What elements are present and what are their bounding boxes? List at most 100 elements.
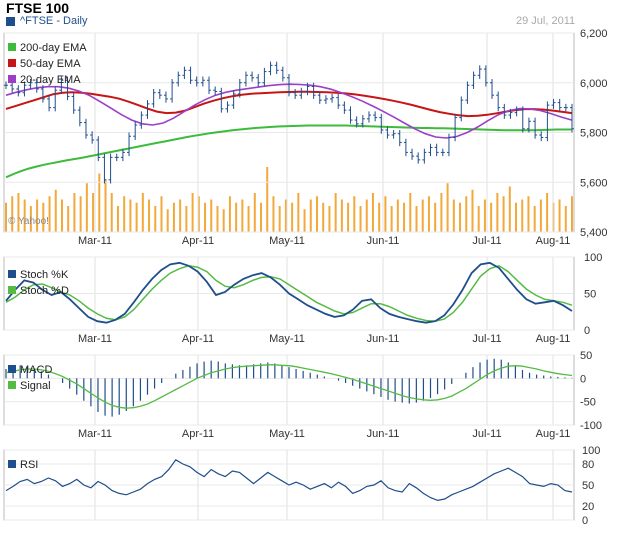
volume-bar (452, 199, 455, 232)
volume-bar (278, 206, 281, 232)
volume-bar (365, 199, 368, 232)
volume-bar (434, 202, 437, 232)
volume-bar (216, 206, 219, 232)
volume-bar (471, 189, 474, 232)
ema200-swatch (8, 43, 16, 51)
axis-labels: Mar-11 Apr-11 May-11 Jun-11 Jul-11 Aug-11 Mar-… (8, 28, 608, 527)
volume-bar (166, 209, 169, 232)
volume-bar (415, 206, 418, 232)
volume-bar (477, 206, 480, 232)
volume-bar (73, 193, 76, 232)
volume-bar (564, 206, 567, 232)
volume-bar (29, 206, 32, 232)
volume-bar (315, 196, 318, 232)
volume-bar (266, 167, 269, 232)
ticker-legend-swatch (6, 17, 15, 26)
volume-bar (515, 202, 518, 232)
volume-bar (260, 202, 263, 232)
stoch-d-swatch (8, 286, 16, 294)
volume-bar (141, 193, 144, 232)
volume-bar (185, 206, 188, 232)
volume-bar (148, 199, 151, 232)
volume-bar (527, 196, 530, 232)
month-tick-label: Aug-11 (536, 235, 571, 247)
macd-y-tick-label: 0 (580, 373, 586, 385)
volume-bar (36, 199, 39, 232)
volume-bar (571, 196, 573, 232)
month-tick-label: Apr-11 (182, 333, 214, 345)
volume-bar (204, 202, 207, 232)
volume-bar (247, 206, 250, 232)
volume-bar (253, 193, 256, 232)
price-y-tick-label: 6,200 (580, 28, 608, 40)
volume-bar (309, 199, 312, 232)
volume-bar (465, 196, 468, 232)
volume-bar (502, 196, 505, 232)
volume-bar (490, 202, 493, 232)
volume-bar (378, 202, 381, 232)
month-tick-label: Mar-11 (78, 333, 112, 345)
volume-bar (17, 193, 20, 232)
volume-bar (135, 202, 138, 232)
volume-bar (384, 196, 387, 232)
rsi-y-tick-label: 80 (582, 459, 594, 471)
rsi-y-tick-label: 50 (582, 480, 594, 492)
ema50-legend-label: 50-day EMA (20, 58, 81, 70)
volume-bar (334, 193, 337, 232)
chart-date: 29 Jul, 2011 (516, 15, 576, 27)
stoch-d-legend-label: Stoch %D (20, 285, 69, 297)
ticker-label: ^FTSE - Daily (20, 15, 88, 27)
macd-swatch (8, 365, 16, 373)
volume-bar (116, 206, 119, 232)
month-tick-label: Jul-11 (472, 333, 501, 345)
rsi-line (5, 459, 573, 502)
volume-bar (371, 193, 374, 232)
volume-bar (496, 193, 499, 232)
month-tick-label: Jul-11 (472, 428, 501, 440)
volume-bar (104, 180, 107, 232)
month-tick-label: Jul-11 (472, 235, 501, 247)
price-bars (4, 61, 574, 184)
volume-bar (483, 199, 486, 232)
volume-bar (446, 183, 449, 232)
month-tick-label: Jun-11 (367, 235, 400, 247)
volume-bar (79, 196, 82, 232)
stoch-k-legend-label: Stoch %K (20, 269, 69, 281)
stoch-y-tick-label: 50 (584, 289, 596, 301)
rsi-y-tick-label: 100 (582, 445, 600, 457)
volume-bar (160, 196, 163, 232)
volume-bar (241, 199, 244, 232)
volume-bar (459, 202, 462, 232)
volume-bar (60, 199, 63, 232)
volume-bar (123, 196, 126, 232)
volume-bar (23, 199, 26, 232)
month-tick-label: Apr-11 (182, 428, 214, 440)
volume-bar (210, 199, 213, 232)
legends: 200-day EMA 50-day EMA 20-day EMA Stoch %K S… (8, 42, 87, 471)
stoch-y-tick-label: 100 (584, 252, 602, 264)
volume-bar (421, 199, 424, 232)
volume-bar (154, 206, 157, 232)
rsi-swatch (8, 460, 16, 468)
volume-bar (328, 206, 331, 232)
volume-bar (129, 199, 132, 232)
rsi-legend-label: RSI (20, 459, 38, 471)
volume-bars (5, 167, 573, 232)
volume-bar (197, 196, 200, 232)
stoch-y-tick-label: 0 (584, 325, 590, 337)
macd-legend-label: MACD (20, 364, 52, 376)
stoch-k-line (5, 261, 573, 324)
month-tick-label: Mar-11 (78, 428, 112, 440)
volume-bar (533, 206, 536, 232)
volume-bar (179, 199, 182, 232)
grid-lines (4, 32, 574, 521)
volume-bar (427, 196, 430, 232)
month-tick-label: Aug-11 (536, 333, 571, 345)
price-y-tick-label: 5,800 (580, 128, 608, 140)
volume-bar (440, 193, 443, 232)
volume-bar (98, 173, 101, 232)
month-tick-label: Aug-11 (536, 428, 571, 440)
ema20-swatch (8, 75, 16, 83)
month-tick-label: May-11 (269, 235, 305, 247)
